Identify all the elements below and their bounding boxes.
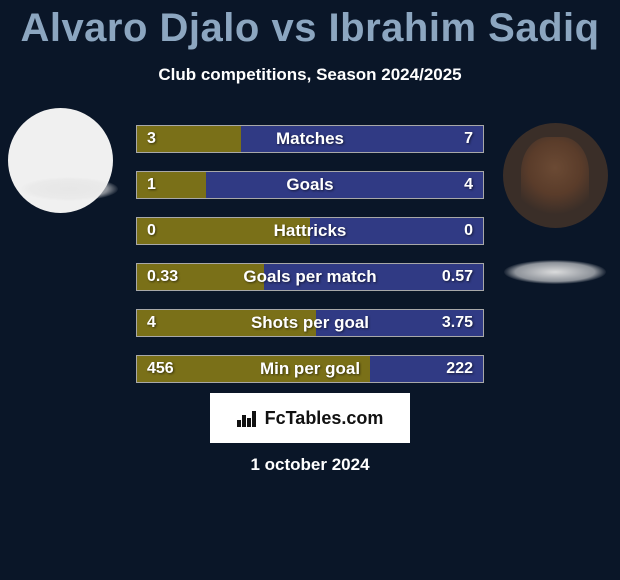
date-label: 1 october 2024 <box>0 455 620 475</box>
stat-bar-left <box>137 126 241 152</box>
branding-badge: FcTables.com <box>210 393 410 443</box>
avatar-left-shadow <box>20 177 118 201</box>
stat-bar-right <box>206 172 483 198</box>
fctables-icon <box>237 409 259 427</box>
stat-row: Matches37 <box>136 125 484 153</box>
stat-bar-left <box>137 264 264 290</box>
stat-bars: Matches37 Goals14 Hattricks00 Goals per mat… <box>136 125 484 383</box>
avatar-right <box>503 123 608 228</box>
stat-row: Shots per goal43.75 <box>136 309 484 337</box>
branding-text: FcTables.com <box>265 408 384 429</box>
stat-row: Min per goal456222 <box>136 355 484 383</box>
stat-bar-right <box>370 356 483 382</box>
page-title: Alvaro Djalo vs Ibrahim Sadiq <box>0 0 620 51</box>
stat-row: Goals per match0.330.57 <box>136 263 484 291</box>
stat-bar-right <box>264 264 483 290</box>
stat-row: Hattricks00 <box>136 217 484 245</box>
stat-bar-right <box>241 126 483 152</box>
stat-bar-right <box>316 310 483 336</box>
stat-bar-left <box>137 356 370 382</box>
stat-bar-right <box>310 218 483 244</box>
comparison-infographic: Alvaro Djalo vs Ibrahim Sadiq Club compe… <box>0 0 620 580</box>
stat-row: Goals14 <box>136 171 484 199</box>
stat-bar-left <box>137 310 316 336</box>
stat-bar-left <box>137 172 206 198</box>
subtitle: Club competitions, Season 2024/2025 <box>0 65 620 85</box>
stat-bar-left <box>137 218 310 244</box>
avatar-right-shadow <box>504 260 606 284</box>
